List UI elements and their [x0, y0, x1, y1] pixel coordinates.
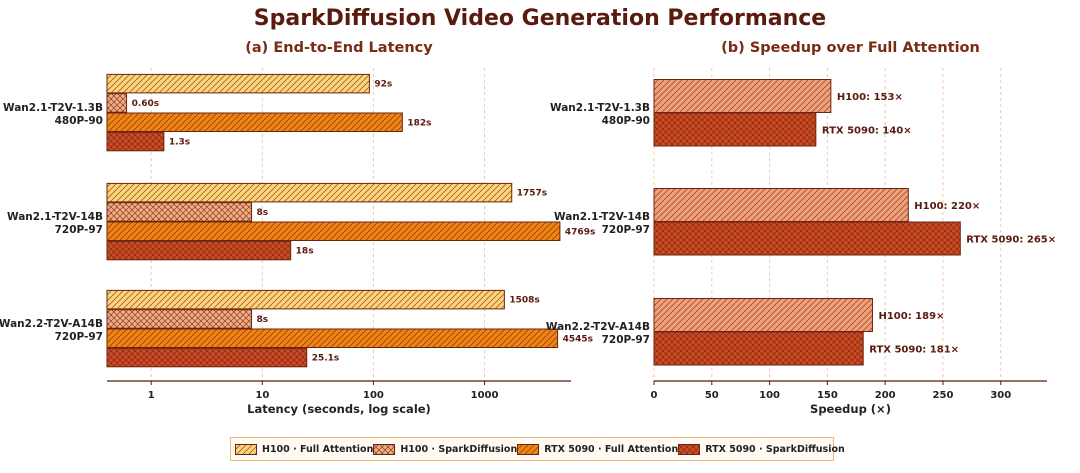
legend: H100 · Full Attention H100 · SparkDiffusi…	[230, 437, 845, 461]
category-label: 720P-97	[55, 331, 103, 343]
x-tick-label: 100	[759, 390, 780, 401]
latency-value-label: 25.1s	[312, 354, 340, 364]
speedup-value-label: H100: 189×	[878, 311, 944, 322]
latency-bar	[106, 289, 505, 310]
chart-title: SparkDiffusion Video Generation Performa…	[253, 6, 827, 31]
speedup-bar	[653, 221, 961, 256]
latency-value-label: 4545s	[563, 334, 593, 344]
speedup-value-label: H100: 153×	[837, 92, 903, 103]
latency-bar	[106, 112, 403, 132]
speedup-bar	[653, 331, 864, 366]
category-label: Wan2.1-T2V-14B	[7, 211, 103, 223]
category-label: Wan2.1-T2V-1.3B	[3, 102, 103, 114]
legend-swatch	[678, 443, 701, 455]
legend-item: H100 · SparkDiffusion	[373, 443, 518, 455]
legend-item: RTX 5090 · SparkDiffusion	[678, 443, 845, 455]
legend-item: RTX 5090 · Full Attention	[517, 443, 679, 455]
x-tick-label: 0	[651, 390, 658, 401]
x-axis-title: Speedup (×)	[810, 402, 891, 416]
category-label: Wan2.2-T2V-A14B	[0, 318, 103, 330]
category-label: 720P-97	[602, 224, 650, 236]
latency-bar	[106, 240, 292, 261]
latency-value-label: 182s	[407, 118, 431, 128]
legend-swatch	[235, 443, 257, 455]
category-label: Wan2.2-T2V-A14B	[546, 321, 650, 333]
speedup-bar	[653, 298, 873, 332]
latency-value-label: 0.60s	[132, 99, 160, 109]
legend-swatch	[517, 443, 540, 455]
legend-label: RTX 5090 · Full Attention	[544, 443, 679, 455]
latency-bar	[106, 93, 128, 113]
legend-swatch	[373, 443, 396, 455]
x-tick-label: 100	[363, 390, 384, 401]
latency-panel: (a) End-to-End Latency 1 10 100 1000 Latency …	[0, 40, 595, 416]
x-tick-label: 250	[933, 390, 954, 401]
category-label: 720P-97	[602, 334, 650, 346]
category-label: 480P-90	[602, 115, 650, 127]
latency-value-label: 1.3s	[169, 138, 190, 148]
panel-title: (b) Speedup over Full Attention	[721, 40, 980, 56]
latency-bar	[106, 309, 253, 329]
category-label: 720P-97	[55, 224, 103, 236]
category-label: 480P-90	[55, 115, 103, 127]
x-tick-label: 200	[875, 390, 896, 401]
x-tick-label: 300	[990, 390, 1011, 401]
latency-bar	[106, 221, 561, 241]
speedup-bar	[653, 79, 832, 113]
category-label: Wan2.1-T2V-1.3B	[550, 102, 650, 114]
legend-label: RTX 5090 · SparkDiffusion	[705, 443, 845, 455]
latency-value-label: 92s	[374, 80, 392, 90]
x-tick-label: 1000	[471, 390, 499, 401]
latency-value-label: 1508s	[509, 296, 539, 306]
speedup-value-label: RTX 5090: 140×	[822, 126, 912, 137]
latency-bar	[106, 202, 253, 222]
legend-item: H100 · Full Attention	[235, 443, 374, 455]
latency-value-label: 1757s	[517, 189, 547, 199]
latency-bar	[106, 73, 370, 94]
latency-bar	[106, 328, 559, 348]
latency-bar	[106, 182, 513, 203]
latency-bar	[106, 131, 165, 152]
x-tick-label: 150	[817, 390, 838, 401]
latency-bar	[106, 347, 308, 368]
latency-value-label: 18s	[296, 247, 314, 257]
latency-value-label: 4769s	[565, 227, 595, 237]
speedup-value-label: RTX 5090: 181×	[869, 345, 959, 356]
latency-value-label: 8s	[257, 208, 269, 218]
speedup-bar	[653, 112, 817, 147]
x-tick-label: 1	[148, 390, 155, 401]
x-tick-label: 10	[255, 390, 269, 401]
legend-label: H100 · Full Attention	[262, 443, 374, 455]
legend-label: H100 · SparkDiffusion	[400, 443, 518, 455]
speedup-bar	[653, 188, 909, 222]
x-axis-title: Latency (seconds, log scale)	[247, 402, 431, 416]
speedup-panel: (b) Speedup over Full Attention 0 50 100 150…	[546, 40, 1056, 416]
category-label: Wan2.1-T2V-14B	[554, 211, 650, 223]
speedup-value-label: H100: 220×	[914, 201, 980, 212]
x-tick-label: 50	[705, 390, 719, 401]
speedup-value-label: RTX 5090: 265×	[966, 235, 1056, 246]
panel-title: (a) End-to-End Latency	[245, 40, 433, 56]
latency-value-label: 8s	[257, 315, 269, 325]
